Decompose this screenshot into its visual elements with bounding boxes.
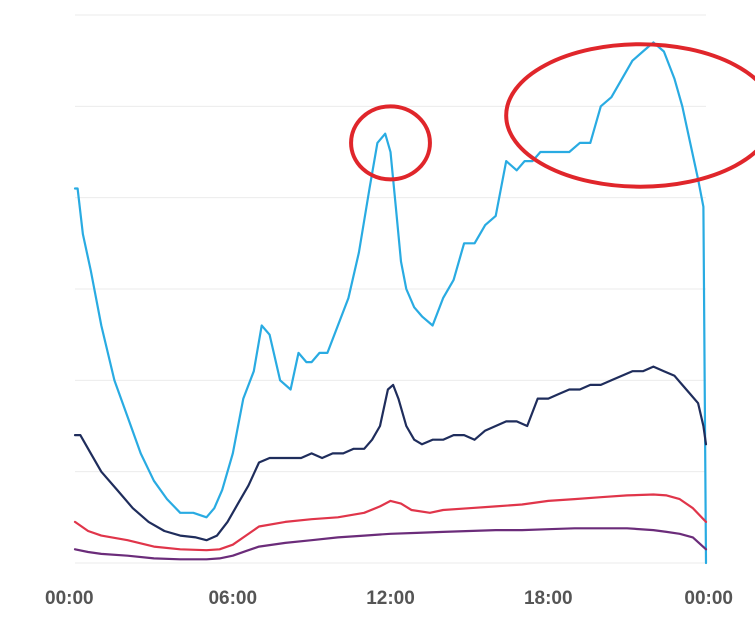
series-group	[73, 41, 708, 565]
highlight-ellipse-2	[504, 42, 755, 189]
x-tick-label: 00:00	[45, 588, 94, 609]
series-line-4	[73, 527, 708, 561]
x-tick-label: 06:00	[208, 588, 257, 609]
highlight-ellipse-1	[349, 104, 432, 182]
annotation-group	[349, 42, 755, 189]
x-axis-tick-labels: 00:00 06:00 12:00 18:00 00:00	[45, 588, 733, 609]
series-line-2	[73, 365, 708, 542]
series-line-1	[73, 41, 708, 565]
x-tick-label: 12:00	[366, 588, 415, 609]
x-tick-label: 00:00	[684, 588, 733, 609]
x-tick-label: 18:00	[524, 588, 573, 609]
series-line-3	[73, 493, 708, 552]
